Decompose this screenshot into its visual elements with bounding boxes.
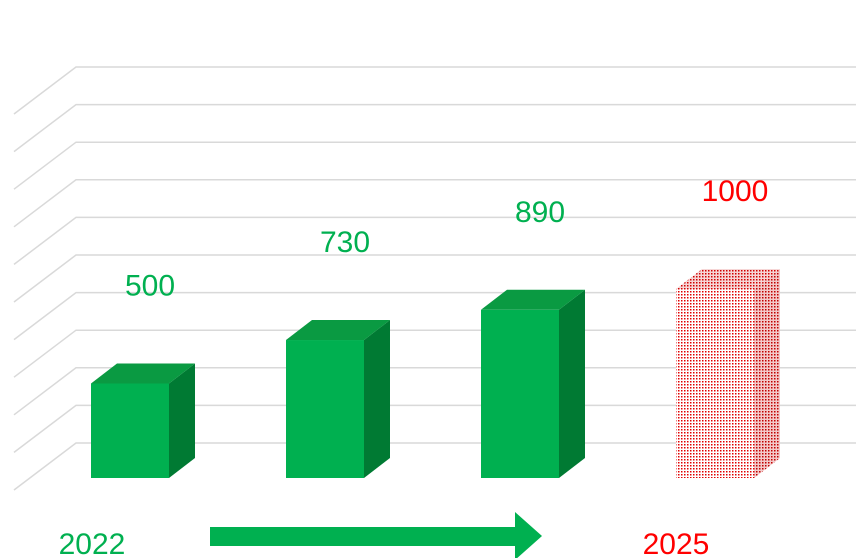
gridline: [13, 179, 856, 228]
bar-front: [676, 289, 754, 478]
start-year-label: 2022: [59, 528, 126, 558]
bar: [91, 363, 195, 478]
gridline: [13, 141, 856, 190]
bar-front: [481, 309, 559, 478]
bars: [91, 269, 780, 478]
gridline: [13, 329, 856, 378]
gridlines: [13, 66, 856, 491]
gridline: [13, 291, 856, 341]
bar-front: [91, 383, 169, 478]
bar-side: [754, 269, 780, 478]
gridline: [13, 442, 856, 491]
gridline: [13, 216, 856, 265]
gridline: [13, 404, 856, 453]
bar-top: [481, 289, 585, 310]
bar-top: [676, 269, 780, 289]
data-labels: 500 730 890 1000: [125, 175, 768, 303]
data-label: 1000: [702, 175, 769, 208]
bar-side: [364, 320, 390, 478]
bar: [676, 269, 780, 478]
end-year-label: 2025: [643, 528, 710, 558]
gridline: [13, 367, 856, 416]
bar: [481, 289, 585, 478]
gridline: [13, 66, 856, 115]
gridline: [13, 103, 856, 153]
bar-side: [169, 363, 195, 478]
data-label: 890: [515, 196, 565, 229]
bar-top: [91, 363, 195, 384]
bar-top: [286, 320, 390, 341]
data-label: 730: [320, 226, 370, 259]
data-label: 500: [125, 270, 175, 303]
bar: [286, 320, 390, 478]
bar-front: [286, 340, 364, 478]
bar-side: [559, 289, 585, 478]
trend-arrow-icon: [210, 512, 542, 558]
gridline: [13, 254, 856, 303]
